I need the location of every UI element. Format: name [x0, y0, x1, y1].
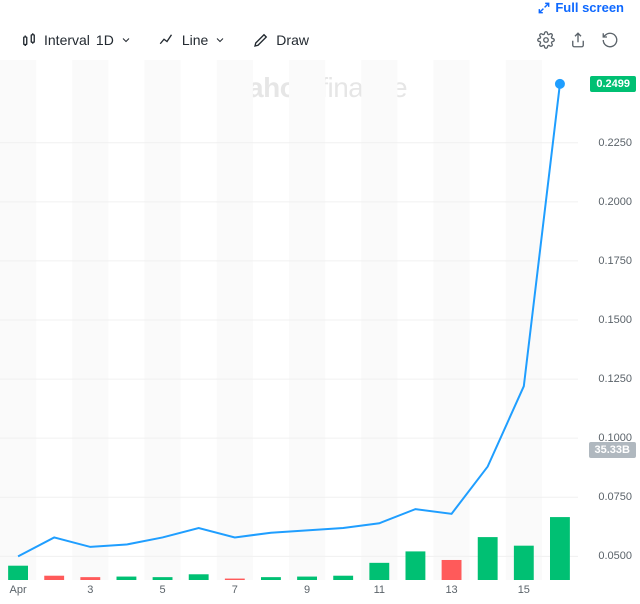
y-tick: 0.2250 — [598, 137, 632, 149]
x-tick: 7 — [232, 584, 238, 596]
chart-area[interactable]: yahoo!finance 0.05000.07500.10000.12500.… — [0, 60, 640, 604]
expand-icon — [537, 1, 551, 15]
y-tick: 0.1750 — [598, 255, 632, 267]
line-chart-icon — [158, 31, 176, 49]
draw-label: Draw — [276, 32, 309, 48]
x-tick: 9 — [304, 584, 310, 596]
gear-icon — [537, 31, 555, 49]
y-tick: 0.1500 — [598, 314, 632, 326]
y-tick: 0.2000 — [598, 196, 632, 208]
y-axis: 0.05000.07500.10000.12500.15000.17500.20… — [578, 60, 640, 580]
x-axis: Apr 3 5 7 9 11 13 15 — [0, 580, 578, 604]
plot-svg — [0, 60, 578, 580]
fullscreen-link[interactable]: Full screen — [537, 0, 624, 15]
x-tick: 3 — [87, 584, 93, 596]
refresh-icon — [601, 31, 619, 49]
volume-badge: 35.33B — [589, 442, 636, 458]
interval-selector[interactable]: Interval 1D — [14, 27, 138, 53]
y-tick: 0.0500 — [598, 550, 632, 562]
interval-label: Interval — [44, 32, 90, 48]
candlestick-icon — [20, 31, 38, 49]
chart-toolbar: Interval 1D Line Draw — [0, 20, 640, 60]
pencil-icon — [252, 31, 270, 49]
share-icon — [569, 31, 587, 49]
price-badge: 0.2499 — [590, 76, 636, 92]
x-tick: Apr — [10, 584, 27, 596]
chart-type-label: Line — [182, 32, 208, 48]
share-button[interactable] — [562, 24, 594, 56]
reset-button[interactable] — [594, 24, 626, 56]
y-tick: 0.1250 — [598, 373, 632, 385]
chart-type-selector[interactable]: Line — [152, 27, 232, 53]
fullscreen-label: Full screen — [555, 0, 624, 15]
x-tick: 13 — [445, 584, 457, 596]
settings-button[interactable] — [530, 24, 562, 56]
x-tick: 15 — [518, 584, 530, 596]
y-tick: 0.0750 — [598, 491, 632, 503]
draw-button[interactable]: Draw — [246, 27, 315, 53]
interval-value: 1D — [96, 32, 114, 48]
x-tick: 11 — [374, 584, 385, 596]
chevron-down-icon — [214, 34, 226, 46]
x-tick: 5 — [160, 584, 166, 596]
plot-region[interactable] — [0, 60, 578, 580]
chevron-down-icon — [120, 34, 132, 46]
